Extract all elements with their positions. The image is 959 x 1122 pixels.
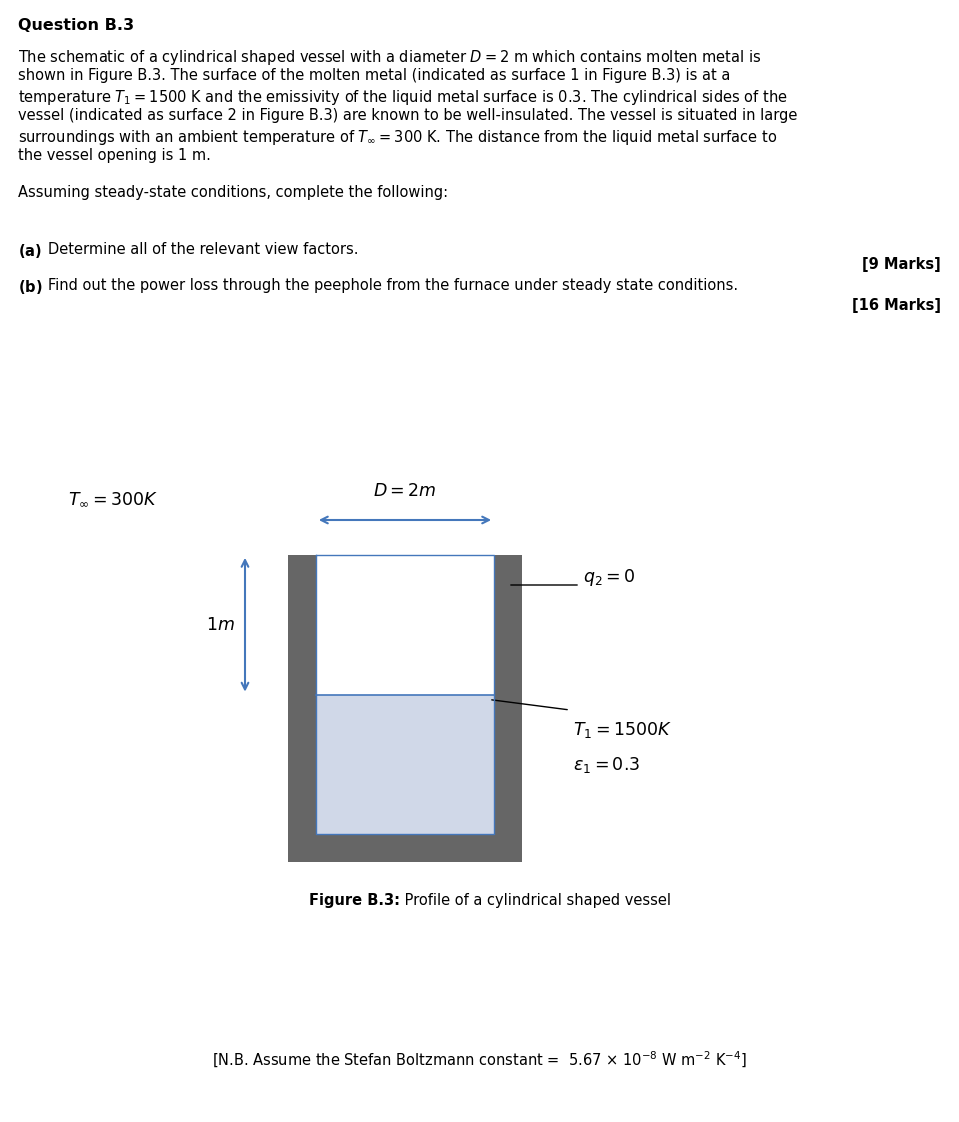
Text: vessel (indicated as surface 2 in Figure B.3) are known to be well-insulated. Th: vessel (indicated as surface 2 in Figure…: [18, 108, 797, 123]
Text: the vessel opening is 1 m.: the vessel opening is 1 m.: [18, 148, 211, 163]
Text: $\varepsilon_1 = 0.3$: $\varepsilon_1 = 0.3$: [573, 755, 641, 775]
Text: Find out the power loss through the peephole from the furnace under steady state: Find out the power loss through the peep…: [48, 278, 738, 293]
Text: $T_\infty = 300K$: $T_\infty = 300K$: [68, 490, 158, 508]
Text: [9 Marks]: [9 Marks]: [862, 257, 941, 272]
Text: Figure B.3:: Figure B.3:: [309, 893, 400, 908]
Text: $D = 2m$: $D = 2m$: [373, 482, 436, 500]
Text: [N.B. Assume the Stefan Boltzmann constant =  5.67 $\times$ 10$^{-8}$ W m$^{-2}$: [N.B. Assume the Stefan Boltzmann consta…: [212, 1050, 746, 1070]
Text: The schematic of a cylindrical shaped vessel with a diameter $D = 2$ m which con: The schematic of a cylindrical shaped ve…: [18, 48, 761, 67]
Bar: [288, 555, 316, 862]
Text: [16 Marks]: [16 Marks]: [852, 298, 941, 313]
Text: Assuming steady-state conditions, complete the following:: Assuming steady-state conditions, comple…: [18, 185, 448, 200]
Text: Determine all of the relevant view factors.: Determine all of the relevant view facto…: [48, 242, 359, 257]
Text: $1m$: $1m$: [206, 616, 235, 634]
Text: $\mathbf{(a)}$: $\mathbf{(a)}$: [18, 242, 42, 260]
Text: shown in Figure B.3. The surface of the molten metal (indicated as surface 1 in : shown in Figure B.3. The surface of the …: [18, 68, 731, 83]
Text: Profile of a cylindrical shaped vessel: Profile of a cylindrical shaped vessel: [400, 893, 671, 908]
Text: surroundings with an ambient temperature of $T_\infty = 300$ K. The distance fro: surroundings with an ambient temperature…: [18, 128, 778, 147]
Text: Question B.3: Question B.3: [18, 18, 134, 33]
Bar: [494, 555, 522, 862]
Bar: [316, 695, 494, 834]
Text: $q_2 = 0$: $q_2 = 0$: [583, 567, 636, 588]
Text: $T_1 = 1500K$: $T_1 = 1500K$: [573, 720, 672, 741]
Bar: [288, 834, 522, 862]
Text: temperature $T_1 = 1500$ K and the emissivity of the liquid metal surface is 0.3: temperature $T_1 = 1500$ K and the emiss…: [18, 88, 787, 107]
Text: $\mathbf{(b)}$: $\mathbf{(b)}$: [18, 278, 42, 296]
